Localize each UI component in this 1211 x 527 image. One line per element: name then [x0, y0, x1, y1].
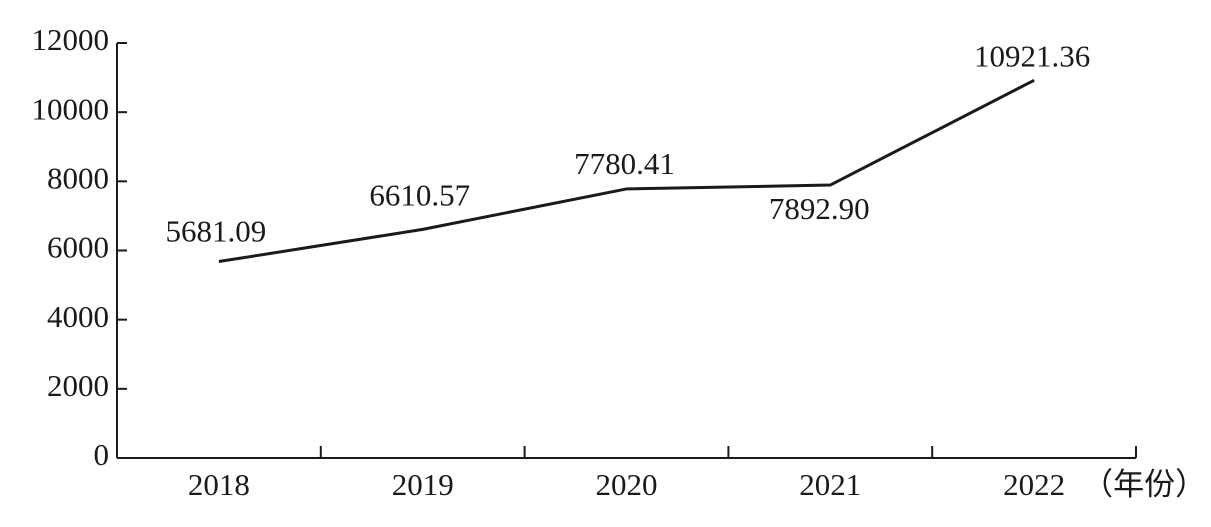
x-tick-label: 2018 — [188, 467, 250, 502]
y-tick-label: 6000 — [47, 230, 109, 265]
data-label: 7892.90 — [769, 191, 870, 226]
y-tick-label: 12000 — [32, 22, 110, 57]
y-tick-label: 8000 — [47, 160, 109, 195]
data-label: 6610.57 — [369, 177, 470, 212]
y-tick-label: 2000 — [47, 368, 109, 403]
x-tick-label: 2020 — [596, 467, 658, 502]
x-tick-label: 2021 — [799, 467, 861, 502]
x-tick-label: 2019 — [392, 467, 454, 502]
y-tick-label: 0 — [94, 437, 110, 472]
x-tick-label: 2022 — [1003, 467, 1065, 502]
data-label: 10921.36 — [974, 38, 1090, 73]
data-label: 5681.09 — [166, 214, 267, 249]
y-tick-label: 4000 — [47, 299, 109, 334]
line — [218, 78, 1035, 264]
data-label: 7780.41 — [574, 146, 675, 181]
y-tick-label: 10000 — [32, 91, 110, 126]
x-axis-label: （年份） — [1082, 467, 1206, 502]
